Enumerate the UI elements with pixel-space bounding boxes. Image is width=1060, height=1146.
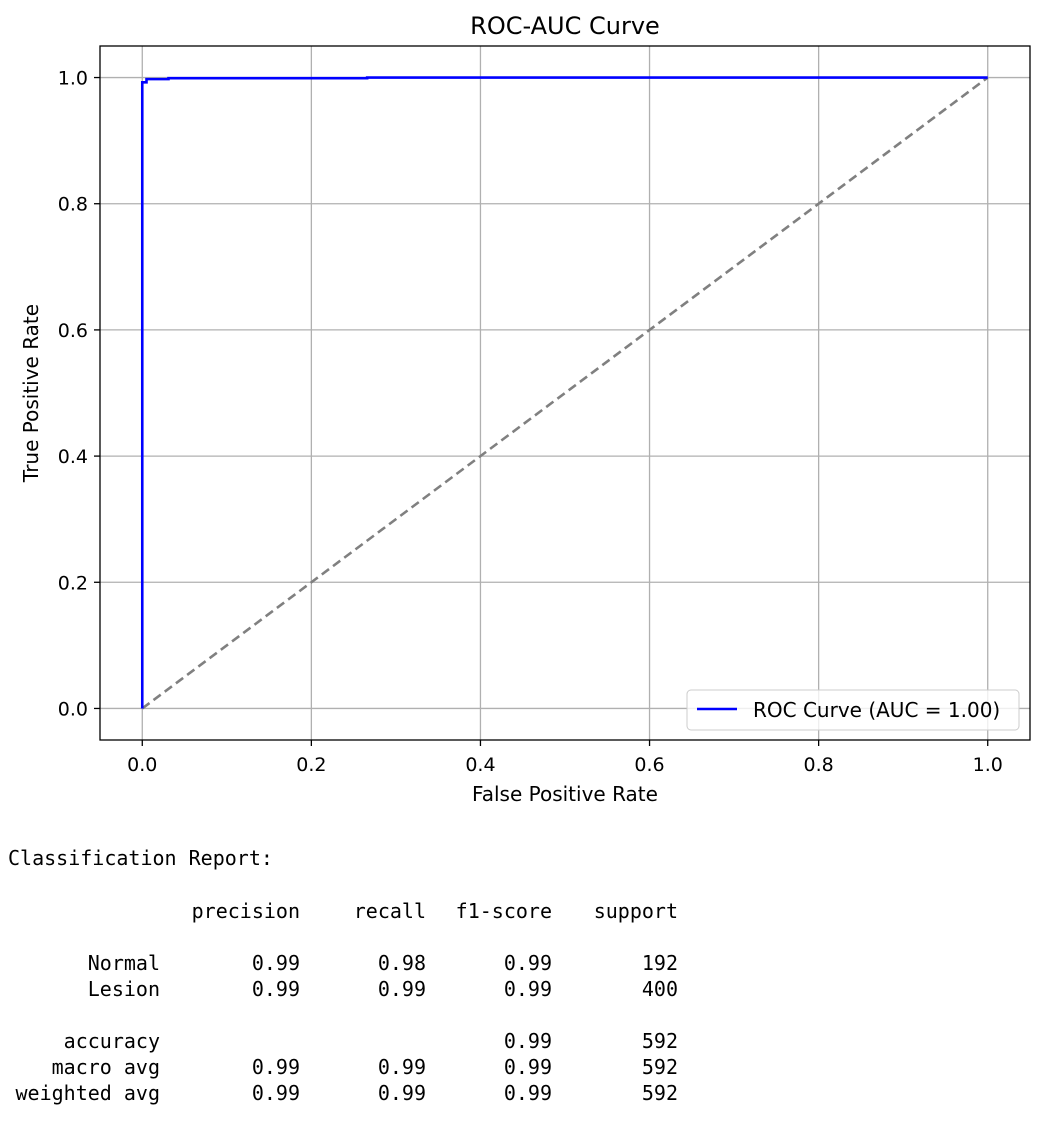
x-tick-label: 0.0 <box>127 754 157 776</box>
y-tick-label: 0.4 <box>58 446 88 468</box>
report-spacer <box>0 1002 700 1028</box>
row-f1-score: 0.99 <box>503 1055 552 1079</box>
header-support: support <box>593 899 678 923</box>
row-support: 592 <box>641 1081 678 1105</box>
row-f1-score: 0.99 <box>503 977 552 1001</box>
row-recall: 0.98 <box>377 951 426 975</box>
row-label: accuracy <box>63 1029 160 1053</box>
y-tick-label: 0.8 <box>58 194 88 216</box>
row-recall: 0.99 <box>377 1055 426 1079</box>
row-recall: 0.99 <box>377 977 426 1001</box>
row-recall: 0.99 <box>377 1081 426 1105</box>
header-precision: precision <box>191 899 300 923</box>
report-title: Classification Report: <box>8 846 273 870</box>
y-axis-label: True Positive Rate <box>19 304 43 483</box>
report-row-normal: Normal 0.99 0.98 0.99 192 <box>0 950 700 976</box>
report-row-lesion: Lesion 0.99 0.99 0.99 400 <box>0 976 700 1002</box>
roc-curve-line <box>140 76 988 709</box>
x-axis-label: False Positive Rate <box>472 782 658 806</box>
report-row-accuracy: accuracy 0.99 592 <box>0 1028 700 1054</box>
row-f1-score: 0.99 <box>503 1081 552 1105</box>
row-support: 592 <box>641 1029 678 1053</box>
row-label: Normal <box>87 951 160 975</box>
row-label: macro avg <box>51 1055 160 1079</box>
legend-box <box>686 689 1020 731</box>
row-support: 192 <box>641 951 678 975</box>
plot-series <box>140 76 989 710</box>
row-support: 400 <box>641 977 678 1001</box>
legend: ROC Curve (AUC = 1.00) <box>686 689 1020 731</box>
y-tick-label: 1.0 <box>58 68 88 90</box>
report-spacer <box>0 924 700 950</box>
grid-lines <box>100 46 1030 740</box>
header-recall: recall <box>353 899 426 923</box>
row-precision: 0.99 <box>251 977 300 1001</box>
report-header-row: precision recall f1-score support <box>0 898 700 924</box>
row-precision: 0.99 <box>251 951 300 975</box>
x-tick-label: 1.0 <box>973 754 1003 776</box>
classification-report-table: precision recall f1-score support Normal… <box>0 898 700 1106</box>
report-row-weighted-avg: weighted avg 0.99 0.99 0.99 592 <box>0 1080 700 1106</box>
row-label: weighted avg <box>15 1081 161 1105</box>
row-label: Lesion <box>87 977 160 1001</box>
plot-frame <box>99 45 1031 741</box>
header-f1-score: f1-score <box>455 899 552 923</box>
row-precision: 0.99 <box>251 1081 300 1105</box>
row-support: 592 <box>641 1055 678 1079</box>
row-f1-score: 0.99 <box>503 1029 552 1053</box>
y-tick-label: 0.0 <box>58 698 88 720</box>
y-tick-label: 0.2 <box>58 572 88 594</box>
roc-chart: ROC-AUC Curve 0.0 0.2 0.4 0.6 0.8 1.00.00.20.… <box>19 12 1031 806</box>
row-f1-score: 0.99 <box>503 951 552 975</box>
report-row-macro-avg: macro avg 0.99 0.99 0.99 592 <box>0 1054 700 1080</box>
y-tick-label: 0.6 <box>58 320 88 342</box>
axis-ticks: 0.0 0.2 0.4 0.6 0.8 1.0 0.0 0.2 0.4 0.6 0.8 1.0 <box>58 68 1003 776</box>
row-precision: 0.99 <box>251 1055 300 1079</box>
x-tick-label: 0.6 <box>634 754 664 776</box>
x-tick-label: 0.4 <box>465 754 495 776</box>
x-tick-label: 0.8 <box>804 754 834 776</box>
legend-label-roc: ROC Curve (AUC = 1.00) <box>753 698 1000 722</box>
chart-title: ROC-AUC Curve <box>470 12 660 40</box>
chance-diagonal-line <box>141 76 989 710</box>
x-tick-label: 0.2 <box>296 754 326 776</box>
